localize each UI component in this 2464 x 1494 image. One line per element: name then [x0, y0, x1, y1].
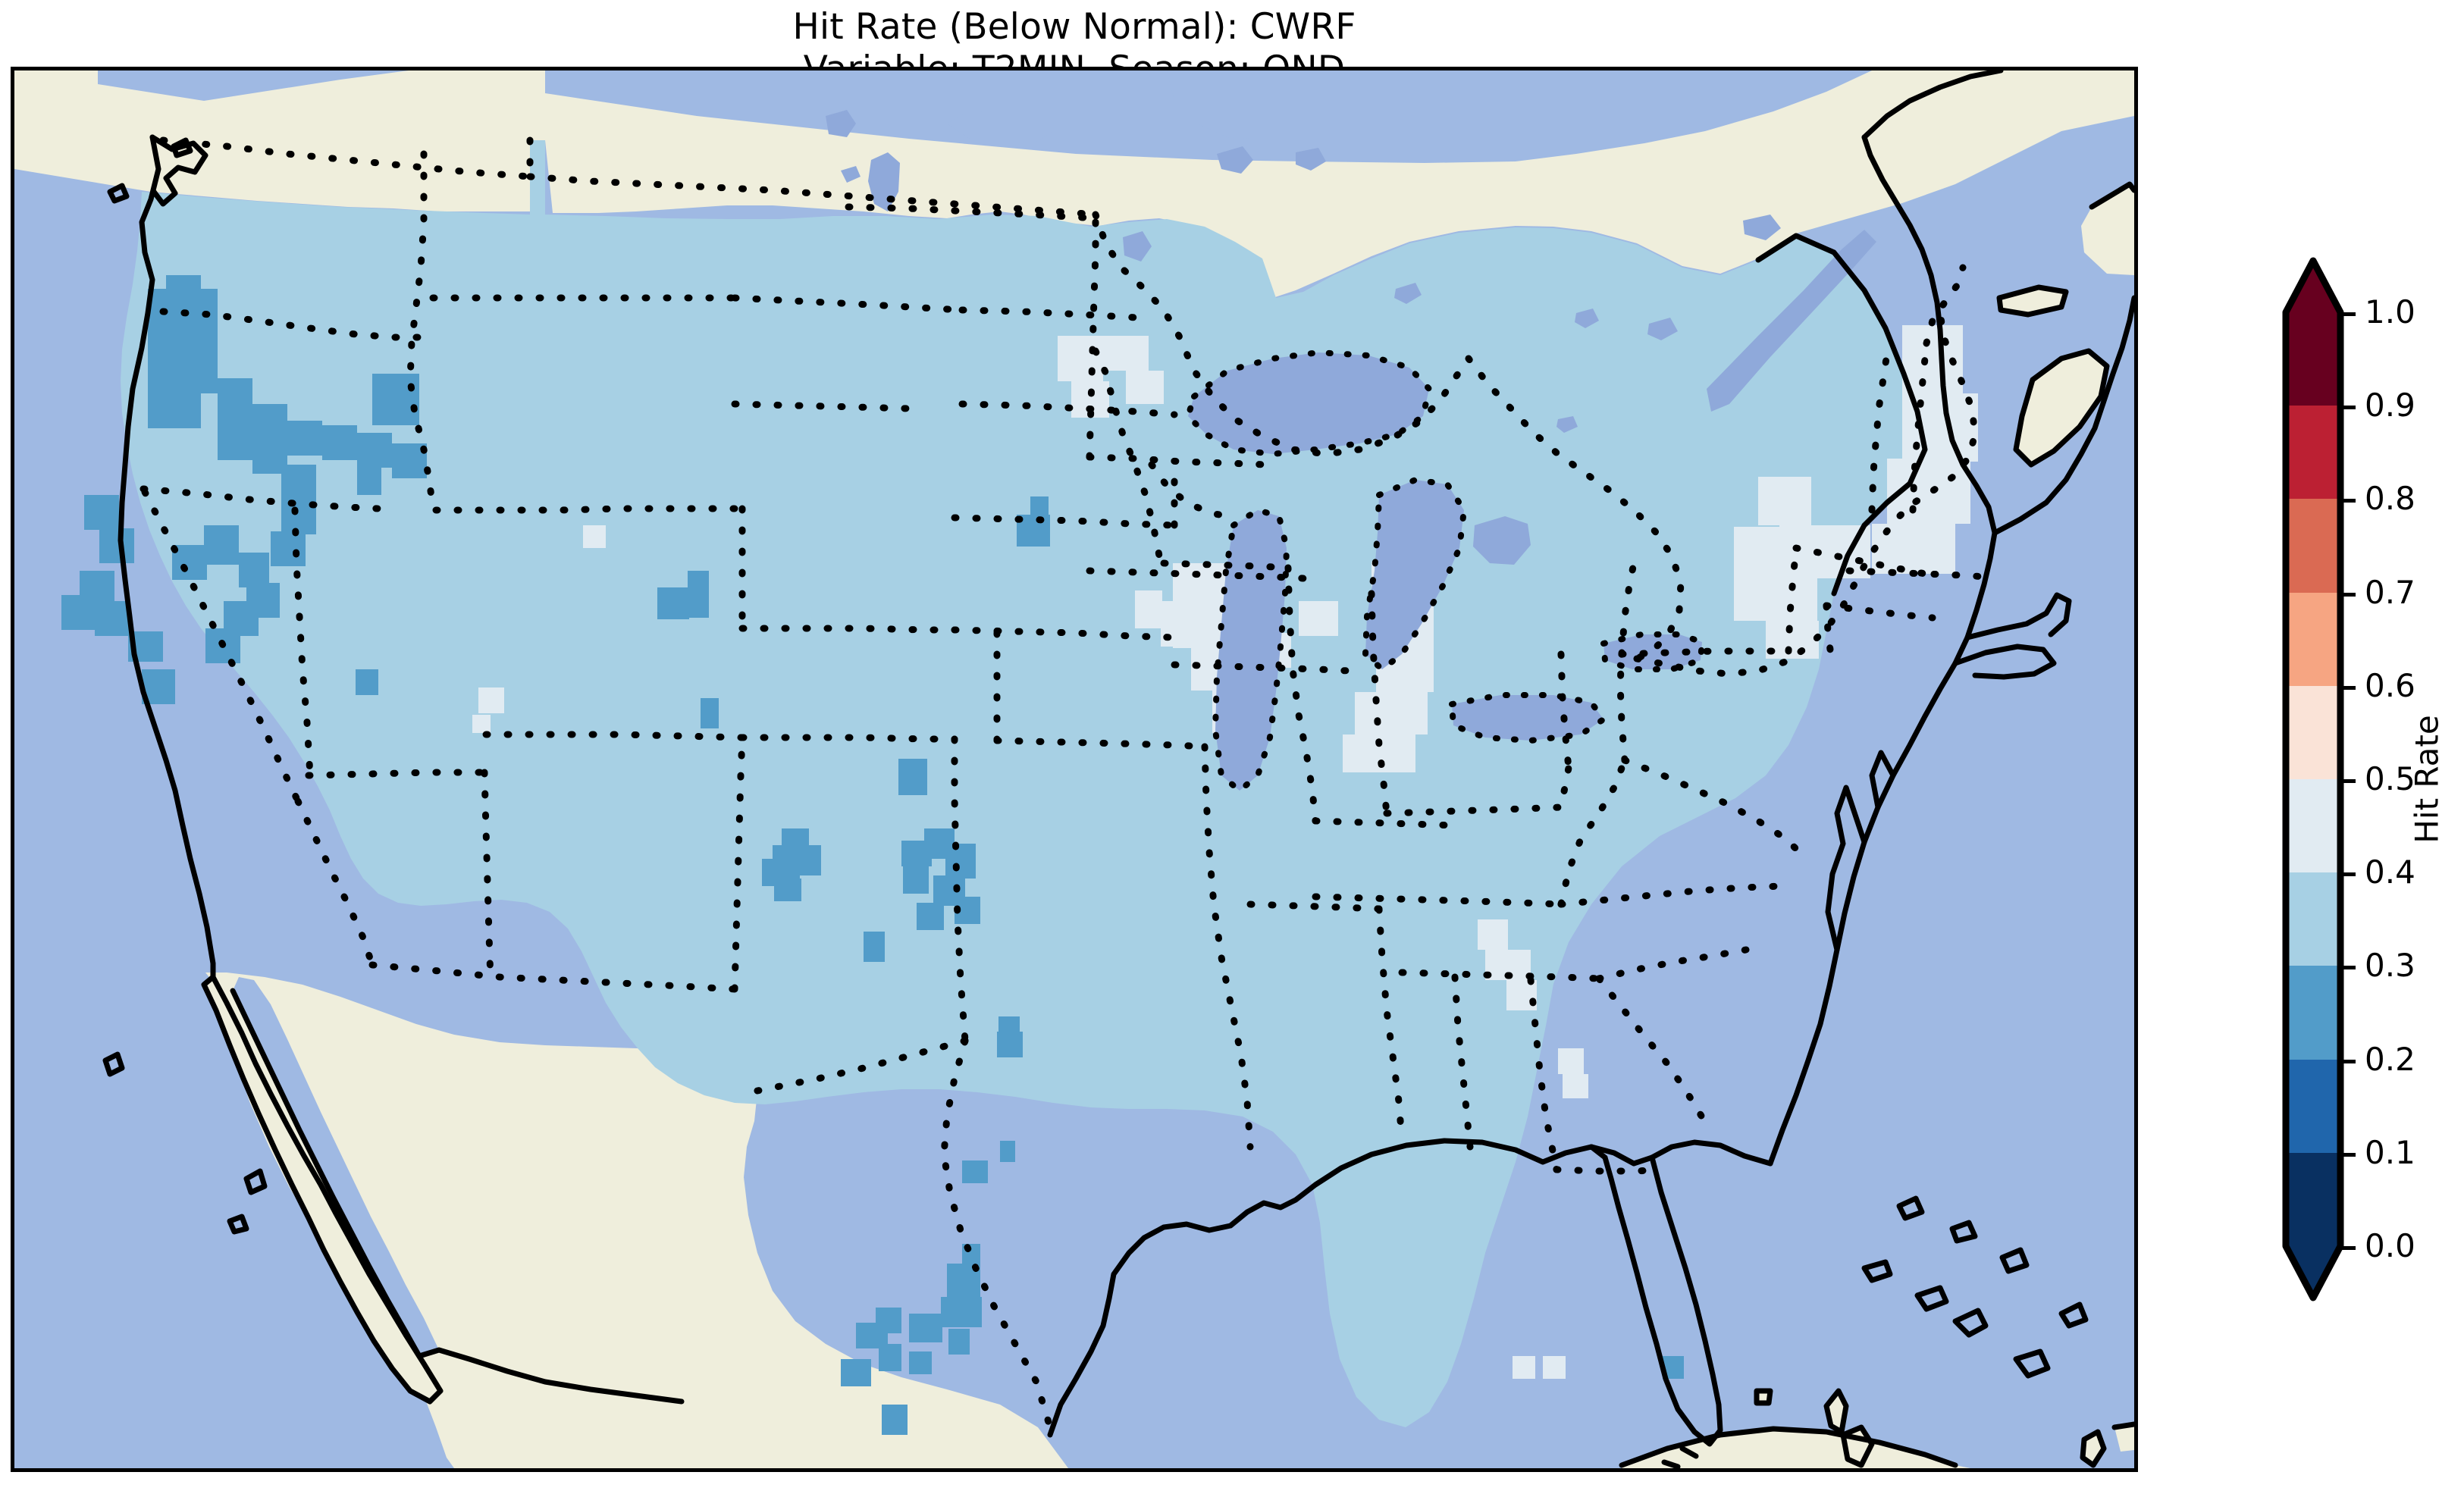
lake-small-3 — [1296, 148, 1326, 171]
colorbar-outline — [2282, 257, 2344, 1301]
colorbar-tick-label-5: 0.5 — [2365, 760, 2415, 797]
colorbar-tick-label-7: 0.3 — [2365, 947, 2415, 985]
gulf-of-california — [233, 977, 439, 1356]
colorbar-band-9 — [2286, 1152, 2340, 1247]
lake-small-1 — [826, 110, 856, 137]
lake-erie — [1452, 695, 1603, 741]
colorbar-band-0 — [2286, 312, 2340, 406]
lake-small-8 — [1556, 416, 1578, 433]
colorbar-tick-label-0: 1.0 — [2365, 293, 2415, 330]
lake-small-4 — [1743, 215, 1781, 240]
great-lakes — [826, 110, 1876, 791]
colorbar-tick-8 — [2340, 1059, 2356, 1063]
colorbar-band-8 — [2286, 1059, 2340, 1154]
lake-small-7 — [1394, 283, 1422, 304]
canada-inlet — [1167, 70, 1273, 139]
colorbar-tick-label-1: 0.9 — [2365, 387, 2415, 424]
map-axes[interactable] — [11, 67, 2138, 1472]
title-line-1: Hit Rate (Below Normal): CWRF — [792, 6, 1356, 48]
colorbar[interactable]: 1.0 0.9 0.8 0.7 0.6 0.5 0.4 0.3 0.2 0.1 0.0 Hit Ra… — [2282, 256, 2464, 1302]
colorbar-tick-10 — [2340, 1246, 2356, 1250]
band-0.2-0.3-cells — [61, 275, 1684, 1435]
colorbar-band-7 — [2286, 966, 2340, 1060]
colorbar-tick-2 — [2340, 499, 2356, 503]
colorbar-tick-3 — [2340, 592, 2356, 597]
lake-small-6 — [1647, 318, 1678, 340]
colorbar-band-5 — [2286, 779, 2340, 873]
colorbar-tick-label-10: 0.0 — [2365, 1227, 2415, 1264]
conus-data-base — [121, 140, 1925, 1427]
lake-small-5 — [1575, 309, 1599, 328]
map-plot-area — [14, 70, 2134, 1468]
georgian-bay — [1473, 516, 1531, 565]
great-lakes-shoreline-borders — [1184, 349, 1706, 795]
colorbar-band-4 — [2286, 685, 2340, 780]
colorbar-tick-5 — [2340, 779, 2356, 783]
colorbar-tick-0 — [2340, 312, 2356, 316]
colorbar-tick-1 — [2340, 406, 2356, 410]
colorbar-band-2 — [2286, 499, 2340, 594]
colorbar-tick-label-9: 0.1 — [2365, 1133, 2415, 1171]
colorbar-band-1 — [2286, 406, 2340, 500]
colorbar-tick-label-2: 0.8 — [2365, 480, 2415, 518]
colorbar-tick-label-6: 0.4 — [2365, 853, 2415, 891]
lake-michigan — [1215, 510, 1287, 791]
hispaniola-island — [2114, 1424, 2134, 1452]
colorbar-axis-label: Hit Rate — [2408, 715, 2446, 844]
colorbar-band-6 — [2286, 872, 2340, 966]
lake-of-the-woods — [1123, 231, 1152, 262]
colorbar-tick-6 — [2340, 872, 2356, 877]
canada-landmass — [14, 70, 2134, 298]
lake-small-9 — [841, 166, 861, 183]
colorbar-bands — [2286, 312, 2340, 1247]
colorbar-tick-label-3: 0.7 — [2365, 573, 2415, 611]
coastlines — [102, 70, 2134, 1468]
st-lawrence-river — [1707, 230, 1876, 412]
map-geometry — [14, 70, 2134, 1468]
lake-huron — [1365, 480, 1464, 669]
colorbar-tick-label-8: 0.2 — [2365, 1040, 2415, 1078]
lake-ontario — [1603, 634, 1702, 669]
colorbar-band-3 — [2286, 592, 2340, 687]
colorbar-tick-label-4: 0.6 — [2365, 666, 2415, 704]
colorbar-tick-4 — [2340, 685, 2356, 690]
lake-superior — [1188, 352, 1429, 454]
colorbar-tick-7 — [2340, 966, 2356, 970]
state-borders — [140, 136, 1989, 1431]
nova-scotia — [2016, 351, 2107, 465]
lake-small-2 — [1217, 146, 1253, 174]
colorbar-tick-9 — [2340, 1152, 2356, 1157]
canada-inlet-2 — [947, 110, 1053, 146]
